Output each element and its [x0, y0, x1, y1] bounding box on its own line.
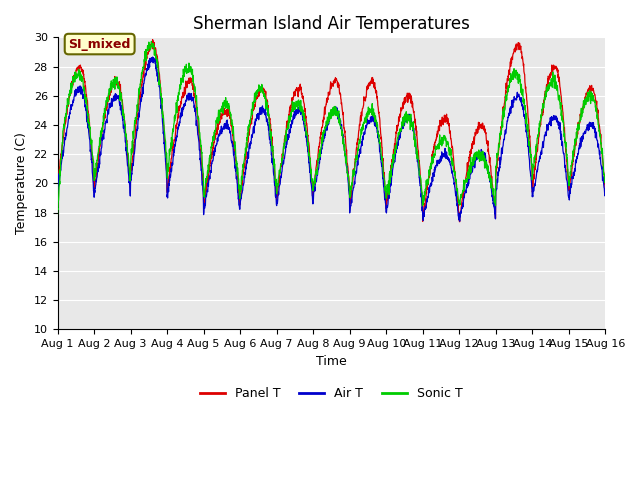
- Title: Sherman Island Air Temperatures: Sherman Island Air Temperatures: [193, 15, 470, 33]
- Y-axis label: Temperature (C): Temperature (C): [15, 132, 28, 234]
- Text: SI_mixed: SI_mixed: [68, 37, 131, 50]
- Legend: Panel T, Air T, Sonic T: Panel T, Air T, Sonic T: [195, 382, 468, 405]
- X-axis label: Time: Time: [316, 355, 347, 368]
